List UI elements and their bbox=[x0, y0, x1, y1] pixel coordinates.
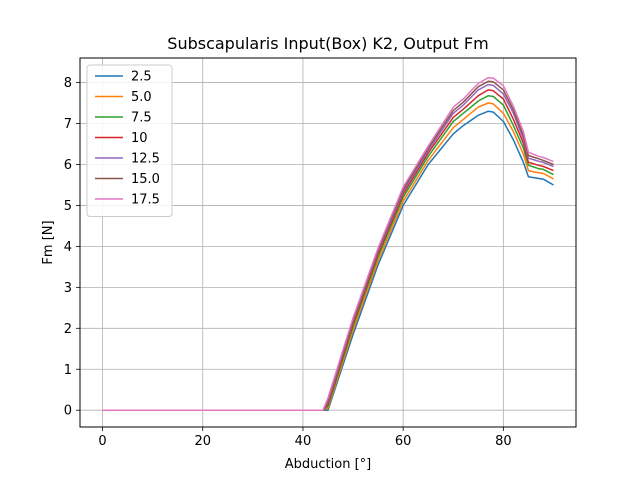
legend-entry-label: 17.5 bbox=[131, 193, 160, 208]
axis-ticks: 0 20 40 60 80 0 1 2 3 4 5 6 7 8 bbox=[64, 76, 512, 449]
y-tick-label: 2 bbox=[64, 322, 72, 337]
x-tick-label: 20 bbox=[194, 434, 211, 449]
legend: 2.5 5.0 7.5 10 12.5 15.0 17.5 bbox=[86, 64, 173, 217]
y-tick-label: 7 bbox=[64, 117, 72, 132]
x-tick-label: 40 bbox=[295, 434, 312, 449]
y-tick-label: 1 bbox=[64, 363, 72, 378]
grid bbox=[80, 58, 576, 427]
y-tick-label: 0 bbox=[64, 404, 72, 419]
x-tick-label: 80 bbox=[495, 434, 512, 449]
legend-entry-label: 10 bbox=[131, 131, 148, 146]
y-axis-label: Fm [N] bbox=[41, 220, 56, 264]
legend-entry-label: 7.5 bbox=[131, 111, 152, 126]
y-tick-label: 6 bbox=[64, 158, 72, 173]
y-tick-label: 4 bbox=[64, 240, 72, 255]
x-axis-label: Abduction [°] bbox=[285, 457, 371, 472]
legend-entry-label: 15.0 bbox=[131, 172, 160, 187]
y-tick-label: 8 bbox=[64, 76, 72, 91]
legend-entry-label: 5.0 bbox=[131, 90, 152, 105]
series-lines bbox=[102, 76, 554, 411]
chart-title: Subscapularis Input(Box) K2, Output Fm bbox=[167, 34, 488, 53]
legend-entry-label: 12.5 bbox=[131, 152, 160, 167]
legend-entry-label: 2.5 bbox=[131, 70, 152, 85]
series-line-17.5 bbox=[102, 76, 554, 411]
x-tick-label: 60 bbox=[395, 434, 412, 449]
x-tick-label: 0 bbox=[98, 434, 106, 449]
y-tick-label: 5 bbox=[64, 199, 72, 214]
y-tick-label: 3 bbox=[64, 281, 72, 296]
plot-frame bbox=[79, 57, 577, 428]
